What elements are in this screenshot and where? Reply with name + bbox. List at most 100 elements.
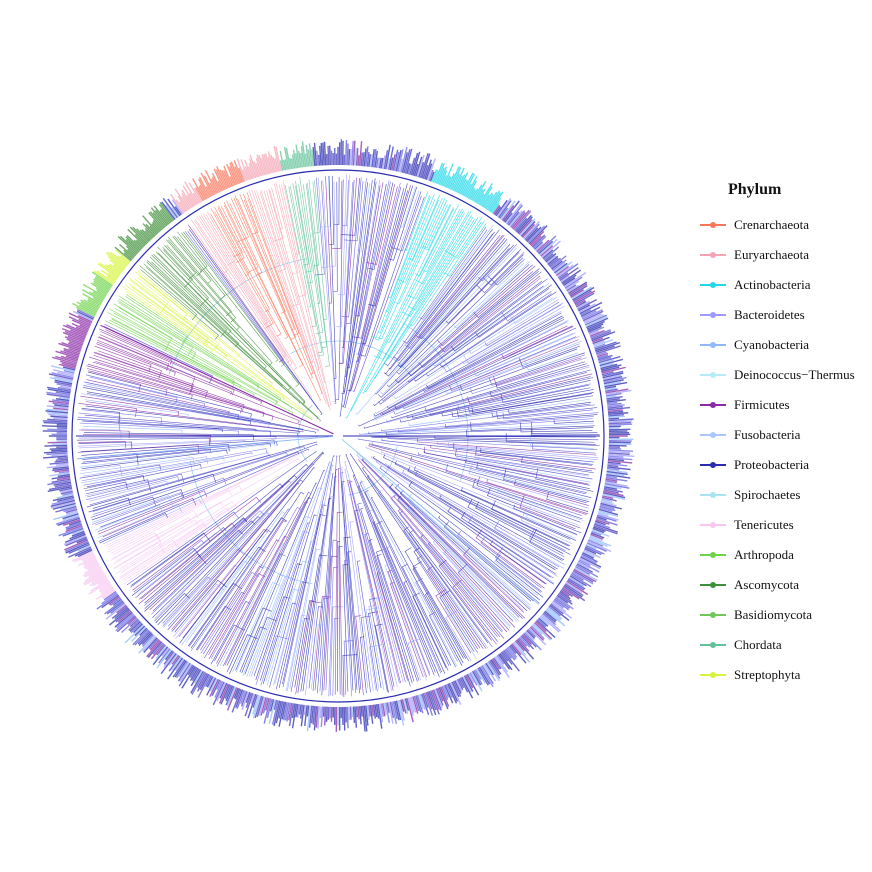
tree-branch bbox=[380, 262, 525, 395]
tree-branch bbox=[393, 297, 553, 400]
tip-tick bbox=[109, 259, 124, 272]
tree-branch bbox=[432, 538, 511, 629]
tip-tick bbox=[192, 178, 206, 201]
tree-branch bbox=[86, 441, 318, 508]
tip-tick bbox=[525, 227, 539, 242]
tip-tick bbox=[596, 351, 607, 356]
tip-tick bbox=[58, 470, 70, 474]
tree-branch bbox=[166, 245, 273, 366]
tip-tick bbox=[582, 309, 603, 320]
tree-branch bbox=[135, 527, 227, 599]
tree-branch bbox=[325, 539, 337, 691]
tip-tick bbox=[96, 593, 119, 610]
tip-tick bbox=[42, 425, 68, 428]
tip-tick bbox=[608, 443, 632, 446]
tip-tick bbox=[595, 345, 621, 355]
tree-branch bbox=[372, 196, 431, 339]
tree-branch bbox=[282, 514, 326, 684]
tree-branch bbox=[476, 461, 586, 495]
tip-tick bbox=[492, 204, 501, 215]
tip-tick bbox=[255, 162, 261, 177]
tip-tick bbox=[349, 706, 352, 720]
tip-tick bbox=[592, 527, 605, 534]
tip-tick bbox=[60, 489, 73, 493]
tip-tick bbox=[412, 696, 419, 714]
tree-branch bbox=[83, 452, 253, 486]
tip-tick bbox=[92, 291, 105, 300]
tip-tick bbox=[601, 366, 620, 373]
tree-branch bbox=[344, 559, 352, 697]
tip-tick bbox=[136, 228, 150, 243]
legend-items: Crenarchaeota Euryarchaeota Actinobacteria… bbox=[700, 210, 870, 690]
tree-branch bbox=[385, 427, 594, 435]
tip-tick bbox=[539, 616, 550, 626]
tree-branch bbox=[190, 508, 290, 651]
tree-branch bbox=[373, 207, 454, 358]
tip-tick bbox=[517, 216, 533, 234]
tip-tick bbox=[603, 376, 627, 383]
tip-tick bbox=[181, 192, 193, 209]
tree-branch bbox=[202, 213, 298, 370]
tree-branch bbox=[389, 483, 523, 619]
tip-tick bbox=[582, 550, 595, 558]
tip-tick bbox=[78, 318, 92, 326]
tree-branch bbox=[97, 339, 300, 424]
tip-tick bbox=[55, 463, 69, 466]
tree-branch bbox=[282, 504, 327, 688]
tip-tick bbox=[327, 145, 330, 166]
tree-branch bbox=[79, 429, 130, 438]
tip-tick bbox=[203, 175, 215, 196]
tip-tick bbox=[76, 301, 98, 313]
tip-tick bbox=[532, 235, 547, 249]
tree-branch bbox=[78, 403, 304, 433]
legend-key-icon bbox=[700, 219, 726, 231]
tree-branch bbox=[347, 551, 360, 694]
tip-tick bbox=[383, 702, 387, 715]
tip-tick bbox=[605, 389, 632, 396]
tip-tick bbox=[93, 278, 111, 291]
tip-tick bbox=[422, 164, 429, 179]
tree-branch bbox=[88, 370, 141, 393]
tip-tick bbox=[421, 693, 430, 716]
tip-tick bbox=[195, 187, 205, 202]
tree-branch bbox=[96, 343, 152, 372]
tree-branch bbox=[154, 516, 261, 622]
tip-tick bbox=[105, 603, 126, 620]
tip-tick bbox=[250, 693, 255, 705]
tip-tick bbox=[358, 706, 362, 725]
tree-branch bbox=[412, 592, 447, 669]
tree-branch bbox=[194, 220, 229, 275]
tip-tick bbox=[363, 705, 368, 732]
tip-tick bbox=[544, 253, 554, 262]
tree-branch bbox=[387, 436, 598, 450]
tree-branch bbox=[379, 321, 568, 416]
tip-tick bbox=[582, 310, 604, 322]
tree-branch bbox=[369, 442, 587, 504]
tip-tick bbox=[68, 316, 91, 327]
tree-branch bbox=[125, 291, 214, 354]
tip-tick bbox=[458, 178, 467, 194]
tip-tick bbox=[386, 702, 390, 713]
legend-key-icon bbox=[700, 519, 726, 531]
tree-branch bbox=[173, 583, 224, 637]
tip-tick bbox=[295, 153, 299, 169]
tree-branch bbox=[143, 263, 321, 422]
tree-branch bbox=[282, 180, 300, 255]
tip-tick bbox=[313, 706, 318, 731]
tip-tick bbox=[87, 297, 101, 307]
tree-branch bbox=[461, 487, 577, 541]
tree-branch bbox=[102, 497, 197, 538]
tip-tick bbox=[58, 396, 70, 400]
tip-tick bbox=[362, 705, 366, 732]
tree-branch bbox=[115, 501, 234, 574]
tree-branch bbox=[475, 501, 564, 554]
tip-ring bbox=[42, 139, 635, 732]
tip-tick bbox=[501, 651, 513, 665]
tree-branch bbox=[341, 438, 540, 605]
legend-item: Basidiomycota bbox=[700, 600, 870, 630]
tree-branch bbox=[457, 563, 510, 631]
tree-branch bbox=[472, 332, 576, 377]
tree-branch bbox=[139, 275, 273, 388]
tip-tick bbox=[241, 691, 250, 710]
tip-tick bbox=[504, 212, 513, 223]
